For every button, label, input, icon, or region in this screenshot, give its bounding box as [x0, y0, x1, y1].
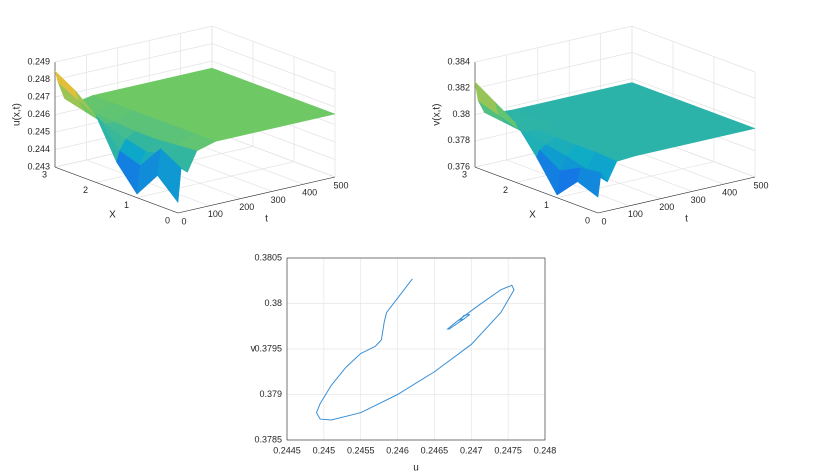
y-tick-label: 0.3805: [254, 252, 282, 262]
z-tick-label: 0.249: [27, 56, 50, 66]
x-tick-label: 1: [124, 200, 129, 210]
y-tick-label: 0: [181, 216, 186, 226]
x-tick-label: 2: [503, 185, 508, 195]
z-axis-label: v(x,t): [432, 103, 443, 125]
grid-line: [556, 161, 715, 199]
x-tick-label: 1: [544, 200, 549, 210]
y-tick-label: 400: [302, 188, 317, 198]
y-tick-label: 200: [239, 202, 254, 212]
y-tick-label: 300: [271, 195, 286, 205]
x-tick-label: 0.248: [534, 445, 557, 455]
z-axis-label: u(x,t): [12, 103, 23, 126]
grid-line: [211, 130, 336, 178]
x-tick-label: 0: [165, 215, 170, 225]
x-tick-label: 3: [462, 169, 467, 179]
axis-line: [177, 176, 336, 214]
grid-line: [54, 43, 213, 80]
x-tick-label: 2: [83, 185, 88, 195]
axis-line: [597, 176, 756, 214]
z-tick-label: 0.38: [452, 109, 470, 119]
x-tick-label: 0: [585, 215, 590, 225]
y-tick-label: 0.379: [259, 389, 282, 399]
grid-line: [211, 43, 336, 90]
x-tick-label: 0.246: [386, 445, 409, 455]
grid-line: [631, 78, 756, 125]
x-axis-label: X: [109, 210, 116, 221]
grid-line: [54, 25, 213, 63]
y-tick-label: 0: [601, 216, 606, 226]
grid-line: [211, 25, 336, 73]
z-tick-label: 0.246: [27, 109, 50, 119]
grid-line: [631, 52, 756, 99]
x-tick-label: 0.2475: [494, 445, 522, 455]
y-tick-label: 0.3795: [254, 343, 282, 353]
surface-patch: [157, 148, 182, 204]
x-tick-label: 0.2465: [421, 445, 449, 455]
y-tick-label: 300: [691, 195, 706, 205]
y-tick-label: 100: [628, 209, 643, 219]
x-tick-label: 0.2445: [273, 445, 301, 455]
trajectory-line: [315, 278, 515, 421]
grid-line: [474, 25, 633, 63]
z-tick-label: 0.384: [447, 56, 470, 66]
x-tick-label: 3: [42, 169, 47, 179]
axis-line: [54, 166, 179, 214]
y-axis-label: t: [265, 214, 268, 225]
y-tick-label: 100: [208, 209, 223, 219]
grid-line: [474, 52, 633, 89]
y-tick-label: 400: [722, 188, 737, 198]
x-tick-label: 0.2455: [347, 445, 375, 455]
y-tick-label: 500: [753, 180, 768, 190]
z-tick-label: 0.245: [27, 126, 50, 136]
z-tick-label: 0.382: [447, 83, 470, 93]
z-tick-label: 0.248: [27, 74, 50, 84]
z-tick-label: 0.243: [27, 161, 50, 171]
grid-line: [54, 60, 213, 98]
y-tick-label: 0.3785: [254, 434, 282, 444]
grid-line: [136, 161, 295, 199]
y-tick-label: 200: [659, 202, 674, 212]
y-tick-label: 500: [333, 180, 348, 190]
y-tick-label: 0.38: [264, 298, 282, 308]
surface-patch: [577, 167, 602, 198]
z-tick-label: 0.247: [27, 91, 50, 101]
x-tick-label: 0.247: [460, 445, 483, 455]
x-axis-label: u: [413, 463, 419, 474]
x-tick-label: 0.245: [313, 445, 336, 455]
grid-line: [211, 60, 336, 108]
y-axis-label: t: [685, 214, 688, 225]
y-axis-label: v: [251, 344, 256, 355]
z-tick-label: 0.378: [447, 135, 470, 145]
axes-box: [286, 257, 546, 441]
z-tick-label: 0.244: [27, 144, 50, 154]
axis-line: [474, 166, 599, 214]
grid-line: [631, 25, 756, 73]
x-axis-label: X: [529, 210, 536, 221]
z-tick-label: 0.376: [447, 161, 470, 171]
